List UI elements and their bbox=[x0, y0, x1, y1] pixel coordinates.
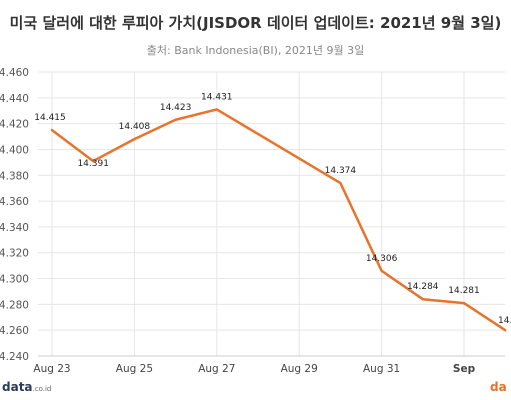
data-label: 14.408 bbox=[119, 122, 151, 132]
datacoid-logo: data.co.id bbox=[2, 380, 52, 394]
y-tick-label: 14.380 bbox=[0, 170, 29, 182]
y-tick-label: 14.300 bbox=[0, 274, 29, 286]
y-tick-label: 14.460 bbox=[0, 67, 29, 79]
data-label: 14.281 bbox=[448, 286, 480, 296]
data-label: 14.284 bbox=[407, 282, 439, 292]
y-tick-label: 14.280 bbox=[0, 299, 29, 311]
y-tick-label: 14.340 bbox=[0, 222, 29, 234]
data-label: 14.306 bbox=[366, 254, 398, 264]
x-tick-label: Aug 23 bbox=[33, 363, 70, 375]
x-tick-label: Aug 29 bbox=[281, 363, 318, 375]
series-line bbox=[50, 108, 507, 332]
x-tick-label: Aug 31 bbox=[363, 363, 400, 375]
y-tick-label: 14.320 bbox=[0, 248, 29, 260]
y-tick-label: 14.360 bbox=[0, 196, 29, 208]
data-label: 14.26 bbox=[498, 316, 511, 326]
x-tick-label: Sep bbox=[453, 363, 476, 375]
data-label: 14.423 bbox=[160, 103, 192, 113]
data-label: 14.431 bbox=[201, 92, 233, 102]
x-tick-label: Aug 25 bbox=[116, 363, 153, 375]
y-tick-label: 14.420 bbox=[0, 119, 29, 131]
data-label: 14.391 bbox=[77, 159, 109, 169]
y-tick-label: 14.260 bbox=[0, 325, 29, 337]
chart-subtitle: 출처: Bank Indonesia(BI), 2021년 9월 3일 bbox=[146, 44, 365, 57]
datacoid-logo-right: da bbox=[490, 380, 507, 394]
y-tick-label: 14.400 bbox=[0, 144, 29, 156]
chart-title: 미국 달러에 대한 루피아 가치(JISDOR 데이터 업데이트: 2021년 … bbox=[9, 14, 502, 32]
data-label: 14.374 bbox=[325, 166, 357, 176]
x-tick-label: Aug 27 bbox=[198, 363, 235, 375]
y-tick-label: 14.440 bbox=[0, 93, 29, 105]
data-label: 14.415 bbox=[34, 113, 66, 123]
y-tick-label: 14.240 bbox=[0, 351, 29, 363]
